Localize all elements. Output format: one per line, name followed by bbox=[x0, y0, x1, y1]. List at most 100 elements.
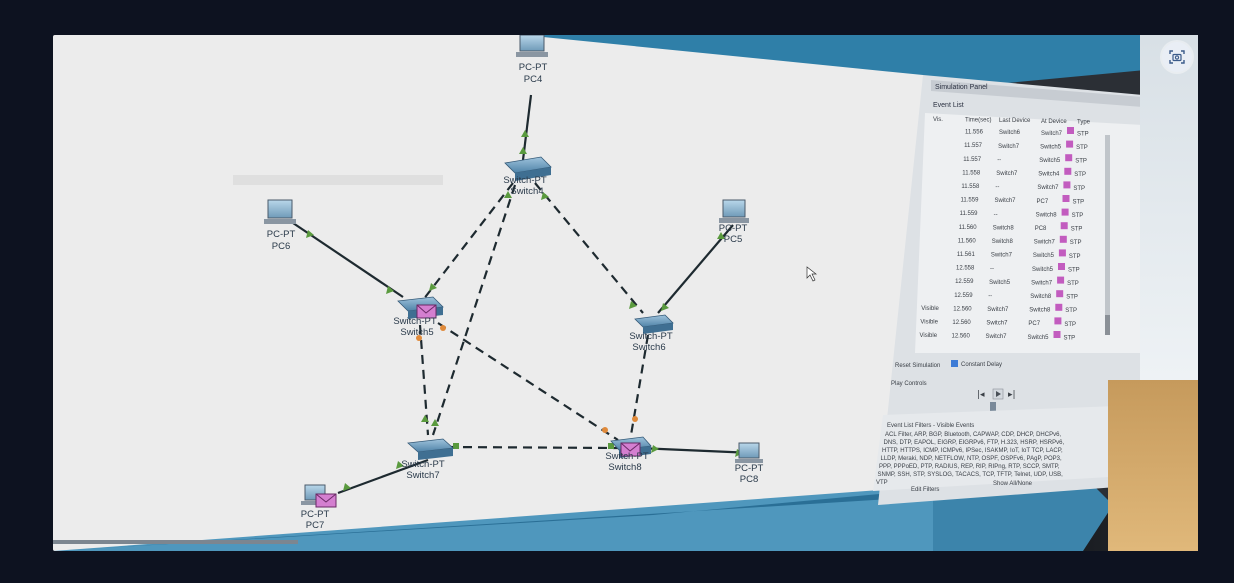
event-list-table[interactable] bbox=[915, 113, 1143, 353]
link-switch4-switch6[interactable] bbox=[534, 182, 644, 314]
table-row[interactable]: 11.560 Switch8 Switch7 STP bbox=[958, 235, 1082, 246]
table-cell: Visible bbox=[921, 306, 939, 312]
table-cell: -- bbox=[994, 212, 998, 218]
screen-photo: Simulation Panel Event List Vis. Time(sec… bbox=[53, 35, 1198, 551]
mouse-cursor-icon bbox=[806, 266, 818, 282]
table-cell: 12.560 bbox=[952, 334, 971, 340]
show-all-button[interactable]: Show All/None bbox=[993, 481, 1033, 487]
link-switch4-switch5[interactable] bbox=[422, 182, 514, 301]
column-header[interactable]: Vis. bbox=[933, 117, 943, 123]
camera-scan-button[interactable] bbox=[1162, 42, 1192, 72]
edit-filters-button[interactable]: Edit Filters bbox=[911, 487, 939, 493]
link-pc5-switch6[interactable] bbox=[657, 224, 734, 314]
device-pc5[interactable]: PC-PT PC5 bbox=[719, 199, 749, 245]
event-color-swatch bbox=[1063, 181, 1071, 189]
table-cell: 12.560 bbox=[953, 306, 972, 312]
table-row[interactable]: Visible 12.560 Switch7 Switch8 STP bbox=[921, 303, 1077, 314]
link-pc4-switch4[interactable] bbox=[521, 94, 533, 161]
event-list-scroll-thumb[interactable] bbox=[1105, 315, 1110, 335]
simulation-panel-title: Simulation Panel bbox=[935, 84, 988, 91]
play-controls: |◂ ▸| bbox=[977, 388, 1016, 412]
table-cell: Switch7 bbox=[995, 198, 1017, 204]
device-pc7[interactable]: PC-PT PC7 bbox=[301, 484, 337, 531]
envelope-pdu-icon[interactable] bbox=[315, 493, 337, 508]
back-button-icon[interactable]: |◂ bbox=[977, 390, 985, 400]
reset-simulation-button[interactable]: Reset Simulation bbox=[895, 363, 940, 369]
envelope-pdu-icon[interactable] bbox=[416, 304, 437, 319]
device-name-label: PC8 bbox=[740, 474, 758, 485]
event-color-swatch bbox=[1062, 195, 1070, 202]
table-cell: Switch8 bbox=[993, 225, 1015, 231]
table-row[interactable]: Visible 12.560 Switch7 Switch5 STP bbox=[920, 331, 1076, 341]
constant-delay-checkbox[interactable] bbox=[951, 360, 958, 367]
device-pc4[interactable]: PC-PT PC4 bbox=[516, 35, 548, 85]
table-cell: -- bbox=[988, 293, 992, 299]
filters-text: ACL Filter, ARP, BGP, Bluetooth, CAPWAP,… bbox=[876, 432, 1064, 486]
table-cell: STP bbox=[1077, 131, 1089, 137]
table-row[interactable]: 12.558 -- Switch5 STP bbox=[956, 263, 1080, 273]
table-row[interactable]: 11.559 Switch7 PC7 STP bbox=[961, 195, 1085, 205]
horizontal-scrollbar[interactable] bbox=[53, 540, 298, 544]
pc-icon bbox=[719, 199, 749, 223]
table-cell: STP bbox=[1069, 254, 1081, 260]
speed-slider[interactable] bbox=[990, 402, 996, 412]
table-cell: 12.558 bbox=[956, 266, 975, 272]
device-type-label: PC-PT bbox=[719, 223, 748, 234]
play-controls-label: Play Controls bbox=[891, 381, 927, 387]
envelope-pdu-icon[interactable] bbox=[620, 442, 641, 457]
column-header[interactable]: Time(sec) bbox=[965, 118, 991, 124]
logical-workspace[interactable] bbox=[53, 35, 933, 551]
table-cell: STP bbox=[1065, 308, 1077, 314]
table-cell: Switch7 bbox=[998, 144, 1020, 150]
column-header[interactable]: Type bbox=[1077, 119, 1091, 125]
filters-text-line: HTTP, HTTPS, ICMP, ICMPv6, IPSec, ISAKMP… bbox=[882, 448, 1063, 454]
link-switch5-switch7[interactable] bbox=[418, 324, 430, 436]
table-row[interactable]: 12.559 -- Switch8 STP bbox=[954, 290, 1078, 301]
ghost-label bbox=[233, 175, 443, 185]
device-switch4[interactable]: Switch-PT Switch4 bbox=[503, 156, 552, 197]
event-color-swatch bbox=[1057, 276, 1065, 284]
switch-icon bbox=[407, 438, 454, 460]
table-row[interactable]: 11.557 -- Switch5 STP bbox=[963, 154, 1087, 165]
table-cell: Switch8 bbox=[1029, 308, 1051, 314]
table-cell: Switch7 bbox=[986, 321, 1008, 327]
event-color-swatch bbox=[1056, 290, 1064, 298]
table-row[interactable]: 11.560 Switch8 PC8 STP bbox=[959, 222, 1083, 233]
forward-button-icon[interactable]: ▸| bbox=[1008, 390, 1016, 400]
event-color-swatch bbox=[1064, 167, 1072, 175]
link-switch5-switch8[interactable] bbox=[437, 322, 619, 441]
filters-text-line: SNMP, SSH, STP, SYSLOG, TACACS, TCP, TFT… bbox=[878, 472, 1064, 478]
table-cell: -- bbox=[997, 157, 1001, 163]
table-row[interactable]: Visible 12.560 Switch7 PC7 STP bbox=[920, 317, 1076, 328]
table-cell: 11.559 bbox=[960, 211, 979, 217]
table-row[interactable]: 11.559 -- Switch8 STP bbox=[960, 208, 1084, 219]
link-switch7-pc7[interactable] bbox=[337, 458, 429, 495]
event-list-header: Vis. Time(sec) Last Device At Device Type bbox=[933, 117, 1091, 125]
table-row[interactable]: 11.561 Switch7 Switch5 STP bbox=[957, 249, 1081, 260]
table-row[interactable]: 11.558 -- Switch7 STP bbox=[961, 181, 1085, 192]
device-pc6[interactable]: PC-PT PC6 bbox=[264, 199, 296, 252]
column-header[interactable]: Last Device bbox=[999, 118, 1031, 124]
table-cell: Switch7 bbox=[991, 253, 1013, 259]
table-cell: 11.558 bbox=[961, 184, 980, 190]
device-switch6[interactable]: Switch-PT Switch6 bbox=[629, 314, 674, 353]
device-pc8[interactable]: PC-PT PC8 bbox=[735, 442, 764, 485]
table-row[interactable]: 11.558 Switch7 Switch4 STP bbox=[962, 167, 1086, 178]
table-cell: Switch7 bbox=[1031, 280, 1053, 286]
table-row[interactable]: 11.556 Switch6 Switch7 STP bbox=[965, 127, 1089, 137]
device-switch8[interactable]: Switch-PT Switch8 bbox=[605, 436, 652, 473]
device-switch5[interactable]: Switch-PT Switch5 bbox=[393, 296, 444, 338]
table-cell: STP bbox=[1075, 159, 1087, 165]
table-cell: Visible bbox=[920, 319, 938, 325]
filters-label: Event List Filters - Visible Events bbox=[887, 423, 974, 429]
device-switch7[interactable]: Switch-PT Switch7 bbox=[401, 438, 454, 481]
column-header[interactable]: At Device bbox=[1041, 119, 1067, 125]
table-row[interactable]: 11.557 Switch7 Switch5 STP bbox=[964, 140, 1088, 151]
table-cell: 11.560 bbox=[958, 238, 977, 244]
table-cell: Switch4 bbox=[1038, 172, 1060, 178]
event-list-scrollbar[interactable] bbox=[1105, 135, 1110, 335]
link-switch7-switch8[interactable] bbox=[447, 445, 619, 450]
link-switch6-switch8[interactable] bbox=[629, 334, 650, 436]
table-row[interactable]: 12.559 Switch5 Switch7 STP bbox=[955, 276, 1079, 287]
simulation-panel: Simulation Panel Event List Vis. Time(sec… bbox=[873, 75, 1143, 505]
